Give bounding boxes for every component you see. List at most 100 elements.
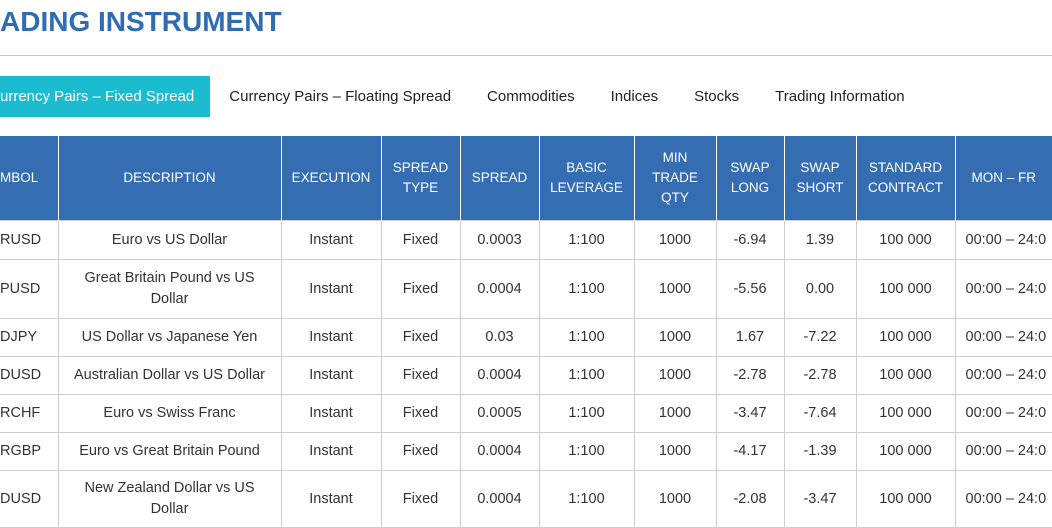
table-cell: Instant — [280, 470, 382, 528]
table-cell: DUSD — [0, 356, 59, 395]
table-cell: 0.0004 — [459, 470, 540, 528]
column-header: BASIC LEVERAGE — [539, 136, 635, 221]
table-cell: 1.39 — [783, 220, 857, 260]
table-row: DJPY US Dollar vs Japanese Yen Instant Fixe… — [0, 318, 1052, 357]
table-row: DUSD Australian Dollar vs US Dollar Instan… — [0, 356, 1052, 395]
column-header: EXECUTION — [281, 136, 382, 221]
table-cell: 00:00 – 24:0 — [954, 470, 1052, 528]
table-cell: 1000 — [633, 394, 717, 433]
column-header: STANDARD CONTRACT — [856, 136, 956, 221]
table-cell: 1:100 — [538, 259, 635, 319]
table-cell: 1:100 — [538, 356, 635, 395]
column-header: SPREAD — [460, 136, 540, 221]
table-cell: 100 000 — [855, 394, 956, 433]
table-cell: -3.47 — [715, 394, 785, 433]
table-cell: 1000 — [633, 220, 717, 260]
table-cell: 1:100 — [538, 394, 635, 433]
table-cell: Fixed — [380, 470, 461, 528]
table-body: RUSD Euro vs US Dollar Instant Fixed 0.0003 1… — [0, 220, 1052, 528]
table-cell: 1000 — [633, 356, 717, 395]
table-cell: Euro vs US Dollar — [57, 220, 282, 260]
table-cell: Instant — [280, 356, 382, 395]
table-row: PUSD Great Britain Pound vs US Dollar Inst… — [0, 259, 1052, 319]
table-cell: 1000 — [633, 470, 717, 528]
table-cell: Fixed — [380, 220, 461, 260]
table-cell: 0.0005 — [459, 394, 540, 433]
table-cell: -7.64 — [783, 394, 857, 433]
page-title: ADING INSTRUMENT — [0, 6, 282, 37]
table-cell: 1000 — [633, 432, 717, 471]
table-cell: Fixed — [380, 356, 461, 395]
table-cell: 100 000 — [855, 318, 956, 357]
table-cell: 0.00 — [783, 259, 857, 319]
table-row: DUSD New Zealand Dollar vs US Dollar Insta… — [0, 470, 1052, 528]
table-cell: Fixed — [380, 259, 461, 319]
table-cell: -1.39 — [783, 432, 857, 471]
tab[interactable]: Indices — [610, 88, 659, 105]
table-cell: Instant — [280, 259, 382, 319]
table-cell: Instant — [280, 220, 382, 260]
table-cell: -2.78 — [783, 356, 857, 395]
table-cell: 1:100 — [538, 432, 635, 471]
table-cell: Fixed — [380, 394, 461, 433]
table-cell: RCHF — [0, 394, 59, 433]
column-header: SWAP LONG — [716, 136, 785, 221]
column-header: MBOL — [0, 136, 59, 221]
table-cell: 00:00 – 24:0 — [954, 318, 1052, 357]
table-cell: Euro vs Swiss Franc — [57, 394, 282, 433]
table-cell: DJPY — [0, 318, 59, 357]
table-cell: 100 000 — [855, 432, 956, 471]
table-cell: 100 000 — [855, 470, 956, 528]
table-cell: Euro vs Great Britain Pound — [57, 432, 282, 471]
table-cell: -2.78 — [715, 356, 785, 395]
tab[interactable]: Currency Pairs – Floating Spread — [229, 88, 452, 105]
column-header: DESCRIPTION — [58, 136, 282, 221]
table-cell: 100 000 — [855, 356, 956, 395]
table-cell: 0.0004 — [459, 259, 540, 319]
table-cell: US Dollar vs Japanese Yen — [57, 318, 282, 357]
table-cell: New Zealand Dollar vs US Dollar — [57, 470, 282, 528]
divider — [0, 55, 1052, 56]
tab[interactable]: Commodities — [487, 88, 575, 105]
tab[interactable]: Trading Information — [775, 88, 905, 105]
table-cell: PUSD — [0, 259, 59, 319]
table-cell: 0.0004 — [459, 356, 540, 395]
column-header: SPREAD TYPE — [381, 136, 461, 221]
column-header: MON – FR — [955, 136, 1052, 221]
table-cell: 1:100 — [538, 318, 635, 357]
table-cell: 1000 — [633, 318, 717, 357]
table-cell: -7.22 — [783, 318, 857, 357]
tab-bar: urrency Pairs – Fixed Spread Currency Pai… — [0, 76, 941, 117]
table-cell: DUSD — [0, 470, 59, 528]
tab[interactable]: Stocks — [694, 88, 740, 105]
table-cell: 0.03 — [459, 318, 540, 357]
table-cell: 00:00 – 24:0 — [954, 432, 1052, 471]
table-cell: 00:00 – 24:0 — [954, 259, 1052, 319]
table-cell: RGBP — [0, 432, 59, 471]
table-cell: Great Britain Pound vs US Dollar — [57, 259, 282, 319]
table-cell: 1:100 — [538, 220, 635, 260]
table-cell: Instant — [280, 394, 382, 433]
table-cell: Fixed — [380, 432, 461, 471]
table-cell: -2.08 — [715, 470, 785, 528]
table-cell: 100 000 — [855, 259, 956, 319]
table-cell: 1:100 — [538, 470, 635, 528]
header-row: MBOL DESCRIPTION EXECUTION SPREAD TYPE SPREA… — [0, 136, 1052, 221]
table-cell: 1000 — [633, 259, 717, 319]
table-cell: 00:00 – 24:0 — [954, 394, 1052, 433]
table-cell: 00:00 – 24:0 — [954, 356, 1052, 395]
column-header: SWAP SHORT — [784, 136, 857, 221]
table-row: RGBP Euro vs Great Britain Pound Instant Fi… — [0, 432, 1052, 471]
instrument-table: MBOL DESCRIPTION EXECUTION SPREAD TYPE SPREA… — [0, 136, 1052, 528]
table-cell: 0.0003 — [459, 220, 540, 260]
table-cell: 0.0004 — [459, 432, 540, 471]
table-cell: Instant — [280, 318, 382, 357]
table-cell: -3.47 — [783, 470, 857, 528]
table-cell: -5.56 — [715, 259, 785, 319]
tab[interactable]: urrency Pairs – Fixed Spread — [0, 76, 211, 117]
table-cell: 1.67 — [715, 318, 785, 357]
table-cell: Instant — [280, 432, 382, 471]
column-header: MIN TRADE QTY — [634, 136, 717, 221]
table-row: RCHF Euro vs Swiss Franc Instant Fixed 0.000… — [0, 394, 1052, 433]
